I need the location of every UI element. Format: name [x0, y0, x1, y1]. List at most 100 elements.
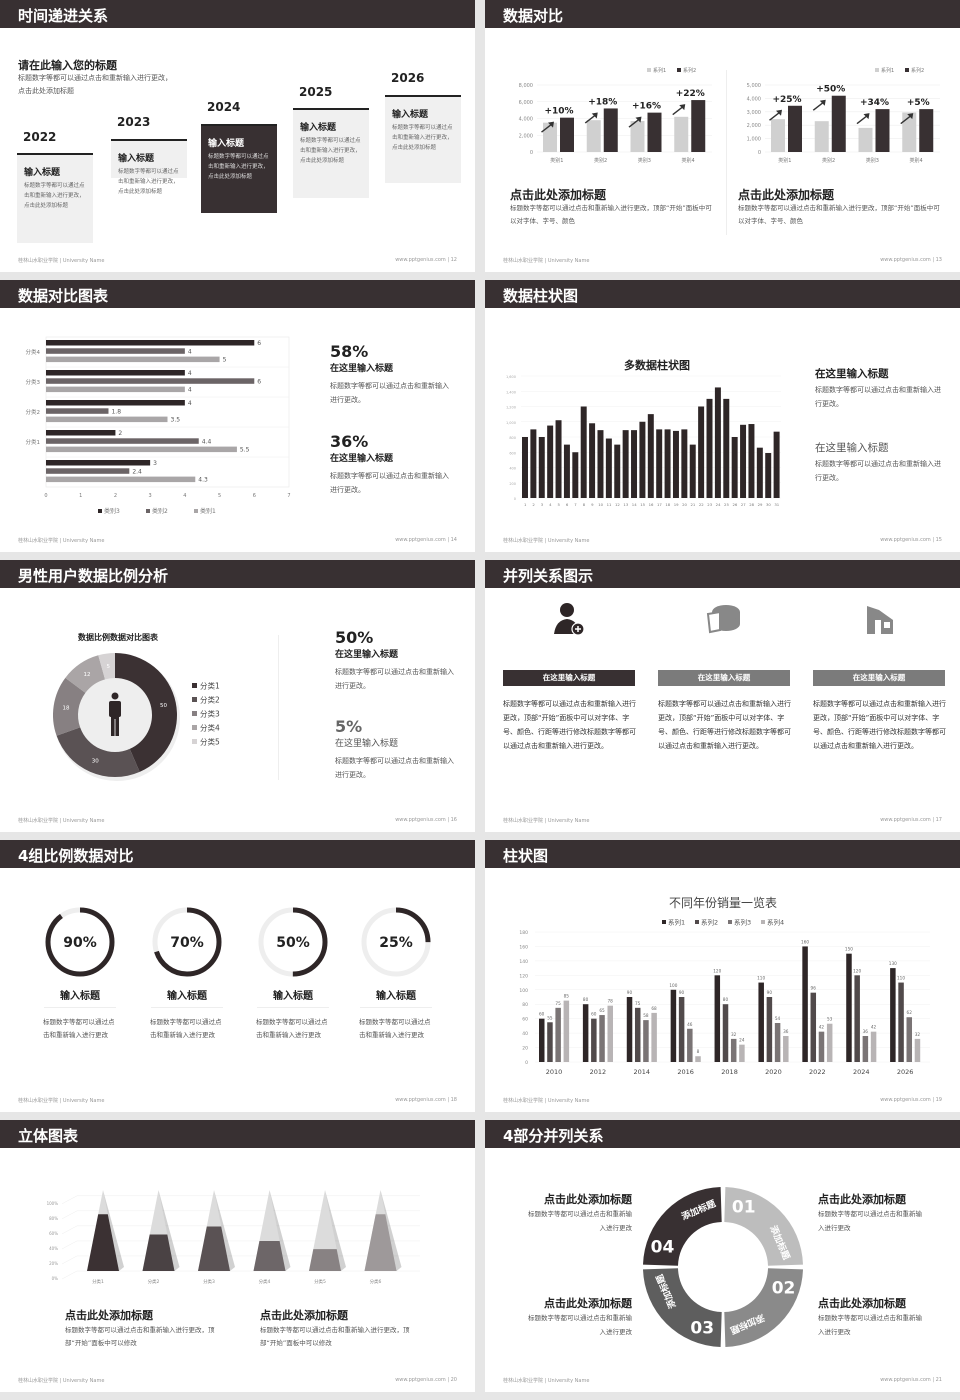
ring-heading: 输入标题: [167, 991, 207, 1002]
data-label: 4: [188, 387, 192, 394]
x-tick-label: 分类4: [259, 1278, 271, 1285]
x-tick-label: 2: [532, 502, 535, 507]
footer-page: www.pptgenius.com | 16: [395, 817, 457, 823]
y-tick-label: 140: [519, 959, 528, 965]
arrow-icon: [812, 99, 826, 111]
bar: [46, 468, 130, 474]
legend-swatch: [192, 697, 197, 702]
pyramid-chart: 0% 20% 40% 60% 80% 100% 分类1 分类2 分类3 分类4 分类5 分类6: [47, 1190, 420, 1285]
timeline-card: 输入标题 标题数字等都可以通过点击和重新输入进行更改，点击此处添加标题: [201, 124, 277, 213]
data-label: 75: [555, 1001, 561, 1006]
bar: [614, 444, 621, 498]
y-tick-label: 8,000: [519, 83, 533, 89]
gridline: [61, 1210, 78, 1220]
x-tick-label: 20: [682, 502, 687, 507]
x-tick-label: 15: [640, 502, 645, 507]
x-tick-label: 5: [558, 502, 561, 507]
ring-heading: 输入标题: [273, 991, 313, 1002]
chart-title: 多数据柱状图: [624, 358, 690, 372]
data-label: 3.5: [171, 417, 181, 424]
block-text: 标题数字等都可以通过点击和重新输入进行更改，顶部“开始”面板中可以修改: [260, 1326, 410, 1347]
block-heading: 点击此处添加标题: [260, 1309, 348, 1322]
y-tick-label: 分类2: [26, 408, 41, 416]
bar: [591, 1018, 597, 1062]
stat-heading: 在这里输入标题: [815, 442, 889, 454]
bar: [597, 430, 604, 498]
legend-swatch: [192, 725, 197, 730]
segment-number: 02: [772, 1279, 796, 1299]
person-leg-gap: [114, 719, 116, 736]
bar: [46, 348, 185, 354]
x-tick-label: 29: [758, 502, 763, 507]
y-tick-label: 20%: [49, 1261, 58, 1266]
x-tick-label: 分类6: [370, 1278, 382, 1285]
y-tick-label: 200: [509, 482, 516, 486]
bar: [555, 420, 562, 498]
ring-heading: 输入标题: [60, 991, 100, 1002]
slide-18: 4组比例数据对比 桂林山水职业学院 | University Name www.pp…: [0, 840, 475, 1112]
footer-school: 桂林山水职业学院 | University Name: [503, 818, 590, 824]
x-tick-label: 1: [79, 493, 82, 499]
x-tick-label: 7: [287, 493, 290, 499]
data-label: 110: [897, 976, 905, 981]
horizontal-bar-chart: 0 1 2 3 4 5 6 7 分类4 6 4 5 分类3 4 6 4 分类2 4 1.8 3.5 分类1 2 4.4 5.5…: [26, 336, 291, 515]
data-label: 8: [697, 1049, 700, 1054]
legend-label: 系列4: [767, 918, 784, 927]
slide-21: 4部分并列关系 桂林山水职业学院 | University Name www.ppt…: [485, 1120, 960, 1392]
growth-annotation: +10%: [544, 107, 573, 117]
slice-label: 5: [107, 664, 111, 670]
bar: [664, 429, 671, 498]
bar: [46, 408, 109, 414]
bar: [656, 429, 663, 498]
x-tick-label: 11: [607, 502, 612, 507]
slide-title: 立体图表: [18, 1127, 79, 1145]
x-tick-label: 18: [665, 502, 670, 507]
bar: [634, 1007, 641, 1062]
window: [884, 622, 890, 628]
footer-school: 桂林山水职业学院 | University Name: [18, 1378, 105, 1384]
bar-chart-2: 0 1,000 2,000 3,000 4,000 5,000 系列1 系列2 类别1 +25% 类…: [747, 67, 940, 164]
footer-page: www.pptgenius.com | 12: [395, 257, 457, 263]
column-label-bar: 在这里输入标题: [503, 670, 635, 686]
data-label: 32: [731, 1032, 737, 1037]
timeline-heading: 请在此输入您的标题: [18, 59, 117, 72]
data-label: 80: [583, 997, 589, 1002]
legend-label: 系列1: [653, 67, 666, 74]
legend-label: 类别3: [104, 507, 120, 515]
bar: [46, 378, 255, 384]
chart-title: 数据比例数据对比图表: [78, 632, 159, 642]
bar: [603, 108, 618, 152]
person-head: [111, 692, 119, 700]
slide-header: 立体图表: [0, 1120, 475, 1148]
stat-heading: 在这里输入标题: [815, 368, 889, 380]
pyramid-side: [380, 1190, 402, 1271]
slide-title: 4组比例数据对比: [18, 847, 134, 865]
divider: [360, 1007, 432, 1008]
data-label: 24: [739, 1038, 745, 1043]
block-heading: 点击此处添加标题: [544, 1297, 632, 1310]
legend-label: 系列2: [911, 67, 924, 74]
x-tick-label: 13: [623, 502, 628, 507]
y-tick-label: 5,000: [747, 83, 761, 89]
x-tick-label: 24: [716, 502, 721, 507]
stat-text: 标题数字等都可以通过点击和重新输入进行更改。: [815, 460, 941, 482]
x-tick-label: 2012: [590, 1068, 607, 1076]
bar: [870, 1031, 877, 1062]
bar: [765, 453, 772, 498]
bar: [605, 438, 612, 498]
progress-ring: 50%: [258, 907, 328, 977]
slide-16: 男性用户数据比例分析 桂林山水职业学院 | University Name www.…: [0, 560, 475, 832]
data-label: 36: [783, 1029, 789, 1034]
column-chart: 多数据柱状图 0 200 400 600 800 1,000 1,200 1,400 1,600 1…: [506, 358, 781, 507]
gridline: [61, 1270, 78, 1280]
slide-12: 时间递进关系 桂林山水职业学院 | University Name www.pptg…: [0, 0, 475, 272]
data-label: 150: [845, 947, 853, 952]
bar: [731, 437, 738, 498]
ring-progress: [45, 907, 115, 977]
bar: [589, 423, 596, 498]
column-label-bar: 在这里输入标题: [658, 670, 790, 686]
data-label: 75: [635, 1001, 641, 1006]
block-heading: 点击此处添加标题: [544, 1193, 632, 1206]
y-tick-label: 2,000: [747, 123, 761, 129]
bar: [580, 406, 587, 498]
